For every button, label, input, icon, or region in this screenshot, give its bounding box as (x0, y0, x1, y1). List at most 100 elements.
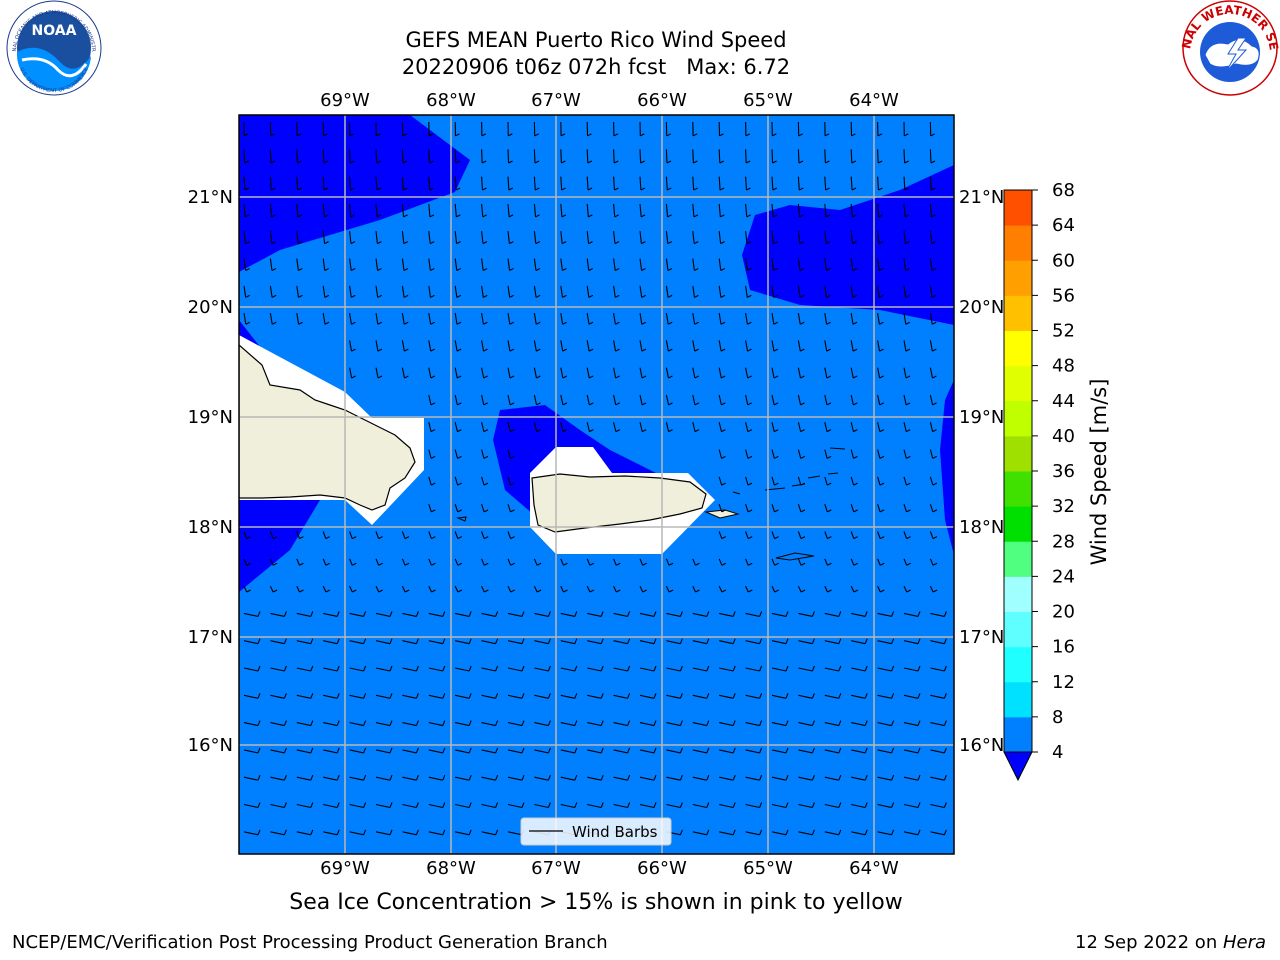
wind-barb-flag (879, 509, 885, 513)
wind-barb-flag (943, 665, 947, 672)
wind-barb (798, 831, 813, 836)
wind-barb-flag (377, 294, 382, 298)
wind-barb (665, 149, 668, 164)
wind-barb-flag (404, 536, 410, 540)
wind-barb (718, 394, 722, 405)
wind-barb-flag (838, 829, 842, 836)
wind-barb-flag (732, 638, 736, 644)
wind-barb-flag (310, 693, 314, 699)
wind-barb-flag (943, 720, 947, 726)
wind-barb-flag (721, 455, 726, 459)
wind-barb (930, 831, 945, 836)
wind-barb (428, 694, 443, 699)
wind-barb-flag (350, 267, 356, 271)
wind-barb-flag (324, 241, 329, 245)
wind-barb-flag (905, 402, 911, 406)
wind-barb (824, 285, 828, 298)
wind-barb (903, 558, 908, 566)
wind-barb (533, 313, 537, 325)
wind-barb (903, 258, 907, 271)
wind-barb (243, 640, 259, 645)
colorbar-segment (1004, 611, 1032, 648)
wind-barb (903, 313, 907, 325)
wind-barb (903, 367, 907, 379)
wind-barb-flag (773, 348, 779, 352)
wind-barb (269, 558, 274, 566)
wind-barb-flag (891, 774, 895, 781)
low-wind-region-sw (239, 500, 320, 592)
wind-barb-flag (270, 133, 275, 137)
wind-barb-flag (310, 774, 314, 781)
wind-barb-flag (363, 638, 367, 644)
colorbar-segment (1004, 190, 1032, 226)
wind-barb (745, 504, 749, 513)
wind-barb-flag (838, 802, 842, 808)
wind-barb (824, 340, 828, 352)
map-subtitle: 20220906 t06z 072h fcst Max: 6.72 (401, 55, 791, 79)
wind-barb (877, 367, 881, 379)
wind-barb (903, 394, 907, 405)
wind-barb-flag (510, 455, 515, 459)
wind-barb-flag (732, 611, 736, 617)
wind-barb-flag (653, 720, 657, 726)
wind-barb-flag (257, 829, 261, 836)
wind-barb-flag (827, 562, 832, 566)
wind-barb (560, 149, 562, 164)
wind-barb-flag (415, 693, 419, 699)
wind-barb (269, 531, 274, 539)
wind-barb (533, 585, 538, 593)
wind-barb-flag (627, 611, 631, 617)
wind-barb (507, 203, 510, 217)
wind-barb-flag (773, 294, 778, 298)
wind-barb (270, 831, 285, 836)
wind-barb-flag (283, 611, 287, 617)
wind-barb (745, 640, 760, 645)
wind-barb (692, 149, 694, 164)
lon-label-top: 65°W (743, 90, 793, 111)
colorbar-tick-label: 64 (1052, 215, 1075, 236)
wind-barb (481, 449, 485, 459)
wind-barb (402, 667, 417, 672)
wind-barb (666, 667, 681, 672)
wind-barb-flag (719, 133, 724, 137)
wind-barb (455, 831, 470, 836)
wind-barb-flag (535, 267, 541, 271)
wind-barb-flag (679, 665, 683, 672)
wind-barb-flag (615, 429, 621, 433)
wind-barb-flag (877, 160, 883, 164)
wind-barb-flag (746, 187, 751, 191)
wind-barb (534, 749, 549, 754)
wind-barb-flag (627, 802, 631, 808)
wind-barb-flag (521, 611, 525, 617)
wind-barb (375, 340, 379, 352)
wind-barb (428, 558, 432, 566)
wind-barb (665, 585, 670, 593)
wind-barb-flag (415, 829, 419, 836)
wind-barb-flag (785, 665, 789, 672)
wind-barb-flag (695, 589, 700, 593)
wind-barb (454, 531, 459, 539)
wind-barb (903, 803, 919, 809)
wind-barb (824, 640, 839, 645)
wind-barb (586, 394, 590, 405)
wind-barb-flag (931, 214, 936, 218)
wind-barb-flag (747, 509, 753, 513)
wind-barb-flag (931, 321, 937, 325)
wind-barb (719, 776, 734, 781)
wind-barb (349, 831, 364, 836)
wind-barb (322, 531, 327, 539)
wind-barb (401, 313, 405, 325)
wind-barb (850, 422, 854, 432)
wind-barb-flag (613, 160, 619, 164)
wind-barb-flag (931, 241, 937, 245)
wind-barb-flag (627, 720, 631, 726)
wind-barb-flag (694, 294, 699, 298)
wind-barb-flag (932, 375, 937, 379)
wind-barb-flag (508, 133, 513, 137)
wind-barb-flag (694, 375, 700, 379)
lat-label-right: 16°N (959, 735, 1004, 756)
wind-barb (481, 585, 485, 593)
wind-barb (349, 285, 352, 298)
wind-barb (243, 285, 247, 298)
